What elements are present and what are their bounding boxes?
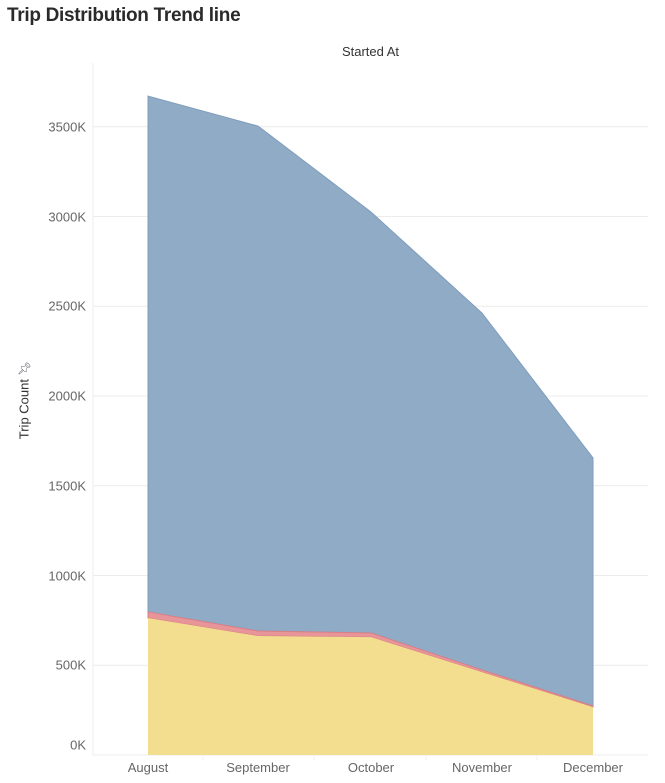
x-tick-label: October xyxy=(347,760,395,775)
column-header: Started At xyxy=(341,44,400,59)
y-tick-label: 3000K xyxy=(48,209,86,224)
area-series-yellow[interactable] xyxy=(148,618,593,755)
x-tick-label: November xyxy=(452,760,512,775)
y-tick-label: 0K xyxy=(70,737,86,753)
area-series-blue[interactable] xyxy=(147,95,594,707)
y-tick-label: 500K xyxy=(55,657,86,673)
x-axis-ticks: August September October November December xyxy=(0,760,665,780)
y-tick-label: 1000K xyxy=(48,568,86,583)
column-dividers xyxy=(202,755,538,760)
y-tick-label: 3500K xyxy=(48,119,86,135)
y-tick-label: 1500K xyxy=(48,478,86,494)
x-tick-label: September xyxy=(226,760,290,775)
y-tick-label: 2000K xyxy=(48,388,86,404)
x-tick-label: August xyxy=(127,760,169,775)
y-axis-ticks: 0K 500K 1000K 1500K 2000K 2500K 3000K 3500K xyxy=(0,0,90,783)
y-tick-label: 2500K xyxy=(48,298,86,314)
chart-title: Trip Distribution Trend line xyxy=(7,5,241,26)
x-tick-label: December xyxy=(563,760,623,775)
